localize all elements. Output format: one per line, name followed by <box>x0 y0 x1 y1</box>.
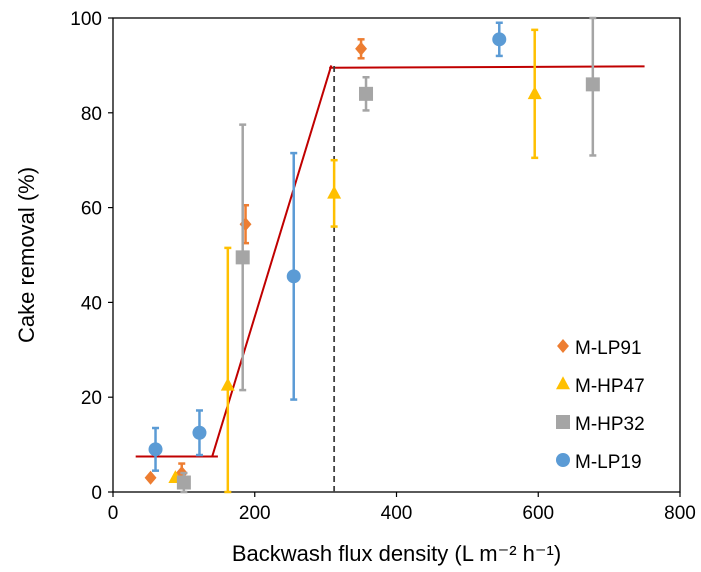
diamond-marker <box>144 470 157 485</box>
y-tick-label: 100 <box>70 9 102 30</box>
series-m-lp19 <box>148 21 507 472</box>
square-marker <box>585 77 600 92</box>
y-tick-label: 20 <box>81 388 102 409</box>
diamond-marker <box>557 339 569 353</box>
circle-marker <box>492 32 507 47</box>
series-m-hp32 <box>176 16 600 494</box>
y-tick-label: 80 <box>81 104 102 125</box>
x-tick-labels: 0 200 400 600 800 <box>108 492 696 524</box>
triangle-marker <box>556 376 570 390</box>
legend: M-LP91 M-HP47 M-HP32 M-LP19 <box>556 338 645 473</box>
square-marker <box>556 415 570 429</box>
x-tick-label: 800 <box>664 503 696 524</box>
x-axis-title: Backwash flux density (L m⁻² h⁻¹) <box>232 541 561 566</box>
triangle-marker <box>327 185 342 199</box>
series-m-hp47 <box>168 28 542 494</box>
y-tick-labels: 0 20 40 60 80 100 <box>70 9 113 504</box>
square-marker <box>176 475 191 490</box>
legend-item: M-HP32 <box>556 414 645 435</box>
legend-label: M-LP91 <box>575 338 642 359</box>
circle-marker <box>556 453 570 467</box>
circle-marker <box>192 425 207 440</box>
x-tick-label: 400 <box>381 503 413 524</box>
y-tick-label: 0 <box>91 483 102 504</box>
y-tick-label: 40 <box>81 293 102 314</box>
legend-label: M-HP32 <box>575 414 645 435</box>
data-series <box>144 16 600 494</box>
square-marker <box>235 250 250 265</box>
y-tick-label: 60 <box>81 199 102 220</box>
square-marker <box>359 86 374 101</box>
legend-item: M-HP47 <box>556 376 645 397</box>
diamond-marker <box>239 217 252 232</box>
diamond-marker <box>355 41 368 56</box>
legend-item: M-LP91 <box>557 338 642 359</box>
trend-line-segment <box>211 65 333 457</box>
circle-marker <box>286 269 301 284</box>
x-tick-label: 200 <box>239 503 271 524</box>
triangle-marker <box>220 377 235 391</box>
circle-marker <box>148 442 163 457</box>
x-tick-label: 600 <box>522 503 554 524</box>
legend-label: M-LP19 <box>575 452 642 473</box>
triangle-marker <box>527 86 542 100</box>
y-axis-title: Cake removal (%) <box>14 167 39 343</box>
x-tick-label: 0 <box>108 503 119 524</box>
legend-item: M-LP19 <box>556 452 642 473</box>
legend-label: M-HP47 <box>575 376 645 397</box>
trend-line-segment <box>329 65 645 69</box>
trend-lines <box>135 65 645 458</box>
